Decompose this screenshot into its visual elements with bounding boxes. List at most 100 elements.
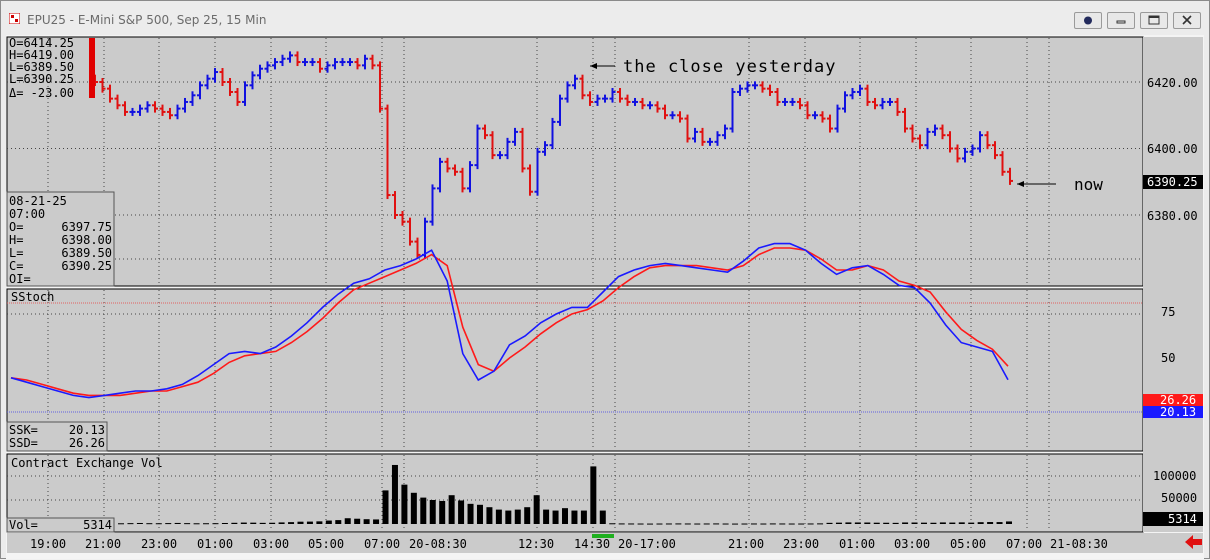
price-bar (827, 114, 833, 133)
price-bar (669, 111, 676, 120)
volume-bar (127, 523, 134, 525)
volume-tick: 100000 (1153, 469, 1196, 483)
price-bar (594, 94, 601, 106)
bar-info-key: H= (9, 233, 23, 247)
price-bar (287, 51, 293, 63)
price-bar (692, 127, 698, 143)
link-color-button[interactable] (1074, 12, 1102, 29)
time-label: 07:00 (364, 537, 400, 551)
volume-bar (335, 520, 342, 524)
price-bar (204, 74, 211, 90)
stoch-panel[interactable] (6, 288, 1144, 452)
volume-bar (467, 503, 474, 524)
volume-bar (174, 522, 181, 524)
price-bar (504, 137, 511, 160)
volume-bar (703, 523, 710, 525)
annotation-now: now (1074, 175, 1103, 194)
stoch-tick: 75 (1161, 305, 1175, 319)
bar-info-rows: O= 6397.75 H= 6398.00 L= 6389.50 C= 6390… (9, 220, 112, 286)
price-bar (879, 97, 886, 110)
price-bar (414, 237, 421, 259)
volume-bar (203, 523, 210, 525)
price-bar (122, 101, 128, 116)
price-bar (444, 157, 451, 173)
close-button[interactable] (1173, 12, 1201, 29)
volume-bar (562, 508, 568, 524)
volume-bar (807, 523, 814, 525)
volume-bar (231, 522, 238, 524)
price-bar (834, 104, 841, 133)
price-bar (467, 161, 473, 193)
price-bar (624, 94, 631, 106)
volume-bar (118, 523, 124, 525)
bar-info-key: L= (9, 246, 23, 260)
price-bar (909, 124, 916, 143)
dot-icon (1084, 16, 1092, 25)
time-label: 03:00 (253, 537, 289, 551)
price-bar (587, 91, 593, 106)
time-label: 05:00 (950, 537, 986, 551)
value-axis[interactable] (1143, 37, 1203, 532)
bar-info-value: 6398.00 (61, 233, 112, 247)
volume-bar (845, 522, 852, 524)
price-bar (729, 87, 736, 133)
price-bar (857, 84, 863, 96)
price-bar (759, 81, 766, 93)
restore-button[interactable] (1140, 12, 1168, 29)
price-bar (302, 58, 308, 67)
volume-bar (628, 523, 635, 525)
price-bar (797, 97, 803, 110)
volume-bar (552, 510, 559, 524)
time-axis[interactable] (7, 533, 1203, 553)
price-bar (849, 87, 856, 100)
price-bar (452, 164, 458, 176)
price-bar (519, 127, 526, 173)
title-bar[interactable]: EPU25 - E-Mini S&P 500, Sep 25, 15 Min (1, 1, 1209, 33)
volume-bar (920, 522, 927, 524)
price-bar (459, 167, 466, 193)
volume-badge (1143, 512, 1203, 526)
price-bar (339, 58, 346, 67)
price-bar (107, 84, 113, 103)
price-bar (707, 137, 713, 146)
scroll-left-arrow-icon[interactable] (1185, 535, 1202, 549)
volume-bar (136, 522, 143, 524)
minimize-button[interactable] (1107, 12, 1135, 29)
price-panel[interactable] (6, 36, 1144, 287)
volume-bar (476, 504, 483, 524)
price-bar (294, 51, 301, 67)
price-bar (227, 78, 233, 96)
volume-bars (118, 464, 1012, 525)
volume-bar (835, 522, 842, 524)
price-bar (902, 107, 908, 133)
price-bar (212, 68, 218, 83)
price-bar (309, 58, 316, 67)
price-bar (954, 144, 961, 163)
price-bar (197, 81, 203, 100)
price-bar (662, 104, 668, 120)
volume-bar (325, 520, 332, 524)
minimize-icon (1116, 20, 1126, 24)
price-bar (99, 78, 106, 93)
ssd-badge-label: 26.26 (1160, 393, 1196, 407)
price-bar (114, 94, 121, 110)
price-bar (744, 81, 751, 93)
time-label: 19:00 (30, 537, 66, 551)
price-bar (347, 58, 353, 67)
volume-bar (533, 495, 540, 524)
volume-bar (977, 522, 984, 524)
price-bar (557, 94, 563, 126)
bar-info-value: 6390.25 (61, 259, 112, 273)
volume-bar (505, 510, 512, 524)
volume-bar (788, 523, 795, 525)
price-bar (639, 97, 646, 110)
volume-bar (373, 519, 380, 524)
bar-info-key: OI= (9, 272, 31, 286)
price-bar (609, 87, 616, 103)
volume-bar (429, 500, 436, 524)
price-bar (947, 131, 953, 153)
price-bar (812, 111, 818, 120)
bar-info-date: 08-21-25 (9, 194, 67, 208)
price-bar (564, 81, 571, 103)
